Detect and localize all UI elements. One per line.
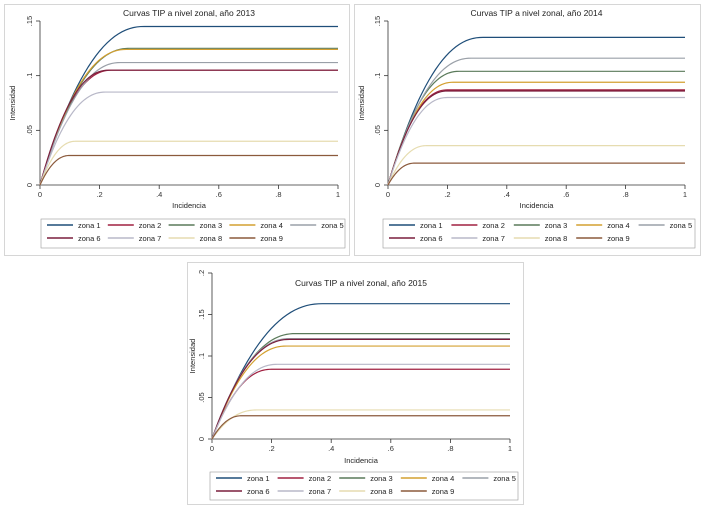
x-axis-label: Incidencia — [172, 201, 207, 210]
legend-box — [40, 218, 346, 249]
series-line-zona-2 — [387, 89, 685, 186]
legend-label-zona-6: zona 6 — [78, 234, 101, 243]
series-line-zona-3 — [211, 332, 510, 440]
x-axis-label: Incidencia — [520, 201, 555, 210]
chart-title-2013: Curvas TIP a nivel zonal, año 2013 — [123, 8, 255, 18]
x-tick-label: .4 — [504, 190, 510, 199]
legend-label-zona-4: zona 4 — [607, 221, 630, 230]
series-line-zona-5 — [387, 57, 685, 186]
legend-label-zona-8: zona 8 — [545, 234, 568, 243]
series-line-zona-2 — [39, 69, 338, 186]
series-line-zona-8 — [211, 409, 510, 440]
legend-label-zona-7: zona 7 — [482, 234, 505, 243]
series-line-zona-5 — [39, 61, 338, 186]
series-line-zona-4 — [211, 345, 510, 440]
y-tick-label: .15 — [25, 16, 34, 26]
series-line-zona-3 — [39, 47, 338, 186]
x-tick-label: 0 — [38, 190, 42, 199]
y-tick-label: .15 — [373, 16, 382, 26]
legend-label-zona-3: zona 3 — [545, 221, 568, 230]
legend-label-zona-5: zona 5 — [670, 221, 693, 230]
legend-label-zona-2: zona 2 — [309, 474, 332, 483]
series-line-zona-8 — [387, 145, 685, 186]
y-axis-label: Intensidad — [188, 339, 197, 374]
chart-2013-svg: Curvas TIP a nivel zonal, año 2013 0 .2 .4.… — [8, 8, 346, 249]
x-tick-label: .6 — [388, 444, 394, 453]
x-tick-label: .2 — [444, 190, 450, 199]
chart-title-2014: Curvas TIP a nivel zonal, año 2014 — [471, 8, 603, 18]
series-line-zona-2 — [211, 368, 510, 440]
legend-box — [209, 471, 519, 501]
chart-2015-svg: Curvas TIP a nivel zonal, año 2015 0 .2 .4.… — [188, 270, 519, 501]
legend-label-zona-4: zona 4 — [432, 474, 455, 483]
chart-title-2015: Curvas TIP a nivel zonal, año 2015 — [295, 278, 427, 288]
y-tick-label: .05 — [373, 125, 382, 135]
legend-label-zona-1: zona 1 — [247, 474, 270, 483]
legend-label-zona-4: zona 4 — [260, 221, 283, 230]
chart-panel-2014: Curvas TIP a nivel zonal, año 2014 0 .2 .4.… — [354, 4, 701, 256]
legend-label-zona-2: zona 2 — [139, 221, 162, 230]
y-tick-label: 0 — [373, 183, 382, 187]
y-axis-label: Intensidad — [8, 86, 17, 121]
series-line-zona-7 — [211, 363, 510, 440]
y-tick-label: .05 — [197, 392, 206, 402]
x-axis-label: Incidencia — [344, 456, 379, 465]
y-tick-label: .1 — [197, 353, 206, 359]
x-tick-label: .8 — [622, 190, 628, 199]
y-tick-label: .05 — [25, 125, 34, 135]
x-tick-label: 1 — [508, 444, 512, 453]
series-line-zona-7 — [39, 91, 338, 186]
series-line-zona-9 — [211, 415, 510, 440]
legend-box — [382, 218, 696, 249]
x-tick-label: .2 — [96, 190, 102, 199]
x-tick-label: .4 — [156, 190, 162, 199]
series-line-zona-8 — [39, 140, 338, 186]
x-tick-label: 0 — [386, 190, 390, 199]
series-line-zona-1 — [211, 303, 510, 440]
legend-label-zona-3: zona 3 — [370, 474, 393, 483]
legend-label-zona-5: zona 5 — [321, 221, 344, 230]
chart-2014-svg: Curvas TIP a nivel zonal, año 2014 0 .2 .4.… — [357, 8, 696, 249]
y-tick-label: .1 — [25, 73, 34, 79]
y-tick-label: .1 — [373, 73, 382, 79]
legend-label-zona-6: zona 6 — [247, 487, 270, 496]
legend-label-zona-7: zona 7 — [139, 234, 162, 243]
y-tick-label: .15 — [197, 309, 206, 319]
x-tick-label: .2 — [268, 444, 274, 453]
x-tick-label: 0 — [210, 444, 214, 453]
series-line-zona-6 — [39, 69, 338, 186]
x-tick-label: .6 — [563, 190, 569, 199]
legend-label-zona-1: zona 1 — [78, 221, 101, 230]
series-line-zona-7 — [387, 96, 685, 186]
legend-label-zona-3: zona 3 — [200, 221, 223, 230]
y-tick-label: 0 — [25, 183, 34, 187]
y-tick-label: .2 — [197, 270, 206, 276]
x-tick-label: .4 — [328, 444, 334, 453]
chart-panel-2015: Curvas TIP a nivel zonal, año 2015 0 .2 .4.… — [187, 262, 524, 505]
legend-label-zona-6: zona 6 — [420, 234, 443, 243]
y-axis-label: Intensidad — [357, 86, 366, 121]
legend-label-zona-9: zona 9 — [432, 487, 455, 496]
series-line-zona-6 — [387, 90, 685, 186]
legend-label-zona-8: zona 8 — [370, 487, 393, 496]
series-line-zona-3 — [387, 70, 685, 186]
x-tick-label: .8 — [275, 190, 281, 199]
legend-label-zona-9: zona 9 — [260, 234, 283, 243]
x-tick-label: 1 — [336, 190, 340, 199]
legend-label-zona-2: zona 2 — [482, 221, 505, 230]
legend-label-zona-7: zona 7 — [309, 487, 332, 496]
legend-label-zona-5: zona 5 — [493, 474, 516, 483]
y-tick-label: 0 — [197, 437, 206, 441]
series-line-zona-9 — [387, 162, 685, 186]
series-line-zona-6 — [211, 338, 510, 440]
legend-label-zona-1: zona 1 — [420, 221, 443, 230]
legend-label-zona-8: zona 8 — [200, 234, 223, 243]
legend-label-zona-9: zona 9 — [607, 234, 630, 243]
x-tick-label: .6 — [216, 190, 222, 199]
chart-panel-2013: Curvas TIP a nivel zonal, año 2013 0 .2 .4.… — [4, 4, 350, 256]
series-line-zona-1 — [39, 25, 338, 186]
series-line-zona-9 — [39, 154, 338, 186]
x-tick-label: 1 — [683, 190, 687, 199]
x-tick-label: .8 — [447, 444, 453, 453]
